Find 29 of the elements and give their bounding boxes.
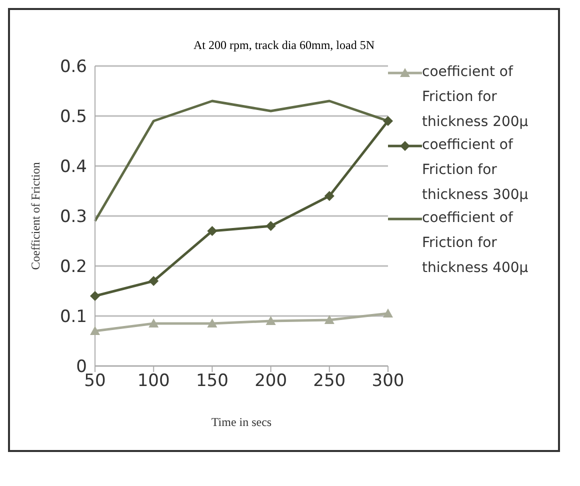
x-tick-label: 300 <box>372 371 404 392</box>
x-tick-label: 200 <box>254 371 288 392</box>
x-tick-label: 50 <box>84 371 106 392</box>
chart-title: At 200 rpm, track dia 60mm, load 5N <box>192 38 376 54</box>
y-tick-label: 0.4 <box>60 157 87 178</box>
point <box>207 318 218 328</box>
x-tick-label: 250 <box>313 371 346 392</box>
y-axis-title: Coefficient of Friction <box>28 162 42 270</box>
point <box>383 308 393 318</box>
point <box>90 326 100 335</box>
point <box>207 226 218 236</box>
point <box>324 315 334 324</box>
y-tick-label: 0.5 <box>60 107 87 128</box>
point <box>148 276 159 286</box>
legend-label: coefficient of Friction for thickness 400μ <box>422 209 530 278</box>
x-tick-label: 100 <box>137 371 170 392</box>
y-tick-label: 0 <box>76 357 87 378</box>
point <box>266 221 276 231</box>
x-axis-title: Time in secs <box>211 415 272 429</box>
point <box>324 191 334 201</box>
point <box>90 291 100 301</box>
y-tick-label: 0.6 <box>60 57 87 78</box>
y-tick-label: 0.2 <box>60 257 87 278</box>
x-tick-label: 150 <box>196 371 228 392</box>
y-tick-label: 0.1 <box>60 307 87 328</box>
point <box>383 116 393 126</box>
point <box>148 318 159 328</box>
point <box>266 316 276 325</box>
y-tick-label: 0.3 <box>60 207 87 228</box>
